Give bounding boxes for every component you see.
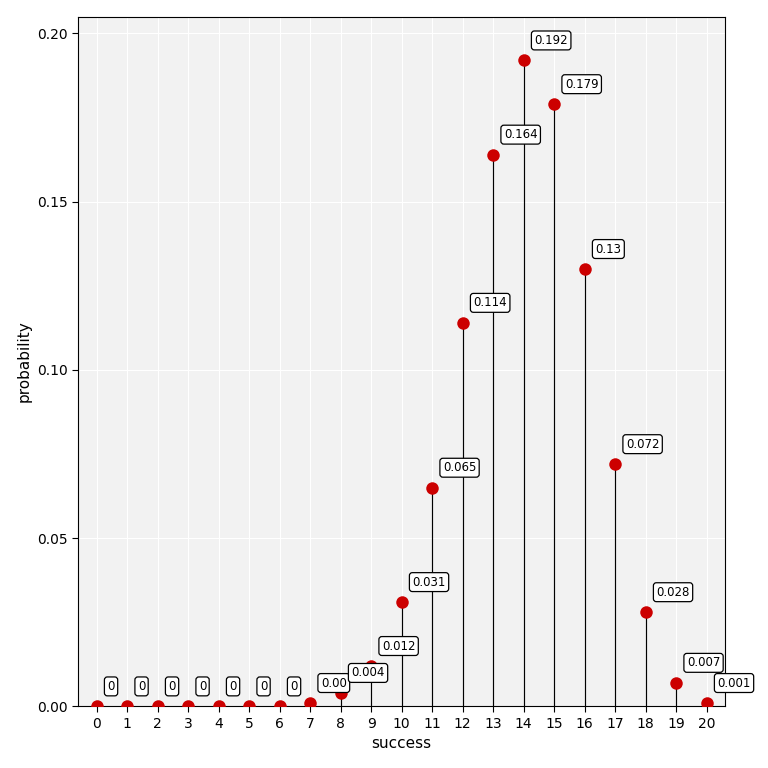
Text: 0.012: 0.012 — [382, 640, 415, 653]
Text: 0.114: 0.114 — [473, 296, 507, 310]
Y-axis label: probability: probability — [17, 320, 31, 402]
Text: 0: 0 — [108, 680, 114, 693]
Text: 0.192: 0.192 — [535, 34, 568, 47]
Text: 0: 0 — [260, 680, 267, 693]
Text: 0.065: 0.065 — [443, 462, 476, 474]
Text: 0: 0 — [138, 680, 145, 693]
Text: 0.179: 0.179 — [564, 78, 598, 91]
Text: 0: 0 — [290, 680, 298, 693]
Text: 0.004: 0.004 — [351, 667, 385, 680]
Text: 0.072: 0.072 — [626, 438, 660, 451]
Text: 0.001: 0.001 — [717, 677, 751, 690]
Text: 0: 0 — [230, 680, 237, 693]
Text: 0.031: 0.031 — [412, 575, 445, 588]
Text: 0.007: 0.007 — [687, 657, 720, 670]
Text: 0: 0 — [199, 680, 207, 693]
X-axis label: success: success — [372, 737, 432, 751]
Text: 0.028: 0.028 — [657, 586, 690, 599]
Text: 0.00: 0.00 — [321, 677, 346, 690]
Text: 0.164: 0.164 — [504, 128, 538, 141]
Text: 0.13: 0.13 — [595, 243, 621, 256]
Text: 0: 0 — [168, 680, 176, 693]
